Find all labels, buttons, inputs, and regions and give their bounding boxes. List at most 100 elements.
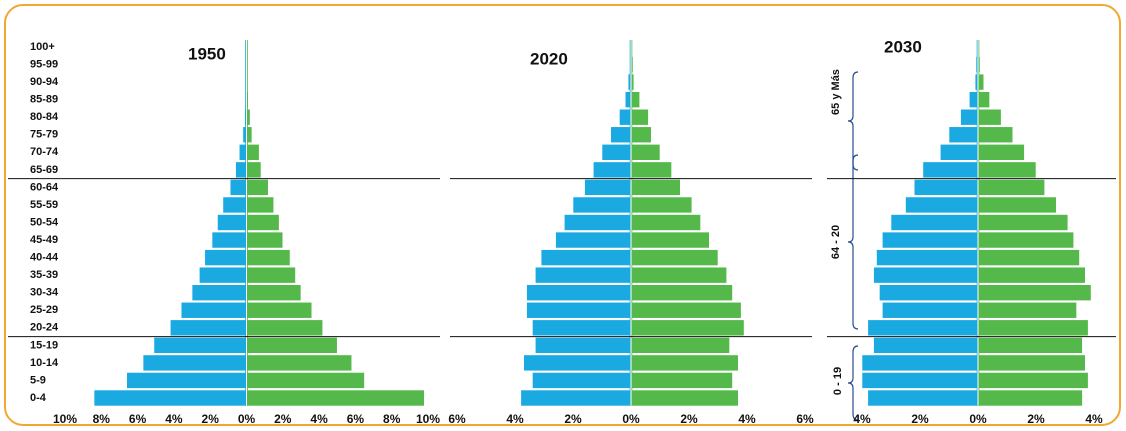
y-tick-label: 95-99: [30, 58, 58, 70]
annotation: 65 y Más: [830, 69, 842, 115]
bar: [977, 249, 1080, 266]
bar: [246, 337, 338, 354]
bar: [246, 284, 302, 302]
y-tick-label: 40-44: [30, 252, 59, 264]
bar: [977, 319, 1089, 337]
bar: [977, 108, 1002, 126]
bar: [191, 284, 247, 302]
bar: [630, 266, 727, 284]
x-tick-label: 0%: [969, 412, 987, 426]
bar: [630, 319, 745, 337]
x-tick-label: 4%: [853, 412, 871, 426]
bar: [905, 196, 979, 214]
x-tick-label: 2%: [1027, 412, 1045, 426]
x-tick-label: 4%: [165, 412, 183, 426]
bar: [246, 372, 365, 389]
bar: [939, 144, 979, 161]
bar: [922, 161, 979, 179]
bar: [246, 354, 353, 372]
bar: [572, 196, 632, 214]
bar: [229, 179, 247, 196]
y-tick-label: 0-4: [30, 392, 47, 404]
bar: [246, 389, 425, 407]
bar: [204, 249, 247, 266]
bar: [246, 196, 275, 214]
bar: [630, 144, 661, 161]
bar: [246, 161, 262, 179]
bar: [881, 231, 979, 249]
bar: [142, 354, 247, 372]
bar: [153, 337, 247, 354]
bar: [977, 284, 1092, 302]
bar: [555, 231, 632, 249]
bar: [867, 389, 979, 407]
bar: [977, 372, 1089, 389]
x-tick-label: 2%: [680, 412, 698, 426]
x-tick-label: 6%: [347, 412, 365, 426]
bar: [246, 266, 296, 284]
x-tick-label: 2%: [564, 412, 582, 426]
bar: [890, 214, 979, 231]
bar: [523, 354, 632, 372]
y-tick-label: 25-29: [30, 304, 58, 316]
bar: [977, 266, 1086, 284]
bar: [222, 196, 247, 214]
bar: [630, 108, 649, 126]
y-tick-label: 5-9: [30, 374, 46, 386]
brace: [847, 154, 859, 330]
bar: [913, 179, 979, 196]
x-tick-label: 4%: [310, 412, 328, 426]
chart-title: 1950: [188, 44, 226, 63]
x-tick-label: 4%: [506, 412, 524, 426]
y-tick-label: 60-64: [30, 181, 59, 193]
bar: [93, 389, 247, 407]
x-tick-label: 4%: [1085, 412, 1103, 426]
bar: [520, 389, 632, 407]
y-tick-label: 85-89: [30, 94, 58, 106]
annotation: 0 - 19: [832, 367, 844, 395]
bar: [968, 91, 979, 108]
bar: [169, 319, 247, 337]
bar: [630, 179, 681, 196]
y-tick-label: 15-19: [30, 339, 58, 351]
bar: [630, 91, 640, 108]
bar: [630, 372, 733, 389]
y-tick-label: 65-69: [30, 164, 58, 176]
bar: [532, 372, 632, 389]
bar: [881, 301, 979, 319]
bar: [532, 319, 632, 337]
x-tick-label: 2%: [911, 412, 929, 426]
bar: [540, 249, 632, 266]
bar: [861, 354, 979, 372]
bar: [630, 337, 730, 354]
x-tick-label: 6%: [796, 412, 814, 426]
y-tick-label: 70-74: [30, 146, 59, 158]
bar: [246, 249, 291, 266]
y-tick-label: 45-49: [30, 234, 58, 246]
x-tick-label: 10%: [53, 412, 77, 426]
y-tick-label: 90-94: [30, 76, 59, 88]
bar: [630, 126, 652, 144]
bar: [180, 301, 247, 319]
bar: [246, 144, 260, 161]
x-tick-label: 10%: [416, 412, 440, 426]
bar: [879, 284, 979, 302]
bar: [876, 249, 979, 266]
y-tick-label: 30-34: [30, 287, 59, 299]
bar: [977, 91, 990, 108]
y-tick-label: 20-24: [30, 322, 59, 334]
x-tick-label: 0%: [238, 412, 256, 426]
frame: [4, 4, 1121, 426]
bar: [977, 196, 1057, 214]
bar: [601, 144, 632, 161]
y-tick-label: 55-59: [30, 199, 58, 211]
bar: [211, 231, 247, 249]
bar: [630, 354, 739, 372]
y-tick-label: 10-14: [30, 357, 59, 369]
x-tick-label: 8%: [93, 412, 111, 426]
bar: [977, 144, 1025, 161]
chart-title: 2020: [530, 49, 568, 68]
x-tick-label: 2%: [274, 412, 292, 426]
bar: [867, 319, 979, 337]
